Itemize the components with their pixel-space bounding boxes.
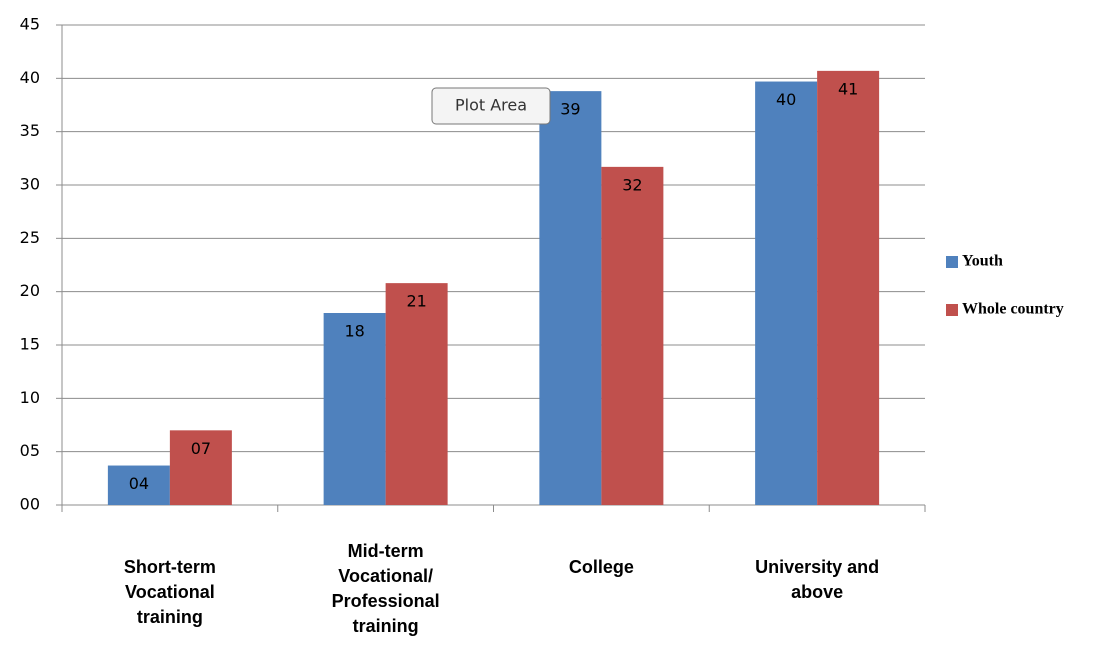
bar [169,430,232,505]
data-label: 18 [344,322,364,341]
bar [601,166,664,505]
tooltip-box [431,87,551,125]
data-label: 39 [560,100,580,119]
legend-swatch [946,256,958,268]
legend-swatch [946,304,958,316]
data-label: 40 [776,90,796,109]
legend-label: Whole country [962,301,1064,318]
bar [385,283,448,505]
y-tick-label: 25 [20,228,40,247]
data-label: 21 [406,292,426,311]
data-label: 07 [191,439,211,458]
y-tick-label: 35 [20,121,40,140]
bar [539,91,602,505]
bar [323,313,386,505]
y-tick-label: 15 [20,335,40,354]
data-label: 32 [622,175,642,194]
x-tick-label: Mid-term Vocational/ Professional traini… [331,541,440,636]
bar [755,81,818,506]
x-tick-label: University and above [755,557,880,602]
y-tick-label: 05 [20,441,40,460]
x-tick-label: College [568,557,634,577]
tooltip: Plot Area [455,96,527,115]
y-tick-label: 40 [20,68,40,87]
y-tick-label: 20 [20,281,40,300]
data-label: 04 [129,474,149,493]
y-tick-label: 45 [20,15,40,34]
y-tick-label: 10 [20,388,40,407]
y-tick-label: 00 [20,495,40,514]
legend-label: Youth [962,253,1003,270]
data-label: 41 [838,79,858,98]
bar [107,465,170,505]
y-tick-label: 30 [20,175,40,194]
x-tick-label: Short-term Vocational training [123,557,216,627]
bar [817,70,880,505]
